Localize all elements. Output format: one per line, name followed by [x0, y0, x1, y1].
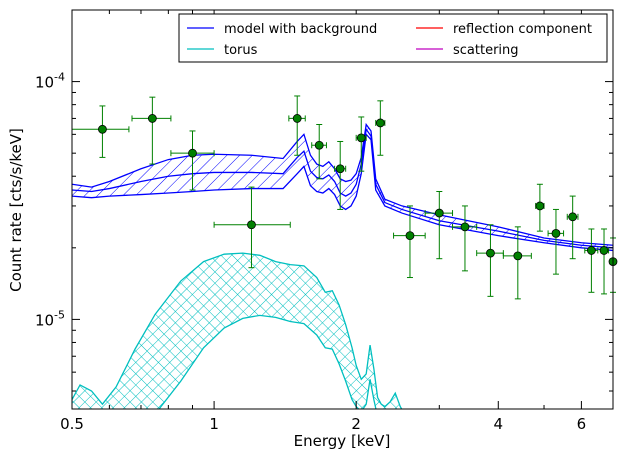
- data-point: [502, 226, 532, 300]
- data-point: [311, 124, 327, 180]
- data-marker: [147, 114, 157, 123]
- data-point: [424, 191, 454, 260]
- torus-hatched-band: [72, 253, 402, 409]
- model-lower-line: [72, 132, 613, 252]
- data-marker: [599, 246, 609, 255]
- data-marker: [314, 140, 324, 150]
- data-marker: [247, 220, 256, 230]
- data-point: [213, 186, 291, 269]
- data-marker: [551, 228, 561, 238]
- data-marker: [375, 118, 385, 128]
- data-marker: [460, 222, 470, 232]
- y-tick-label: 10-4: [35, 71, 65, 92]
- data-marker: [568, 212, 578, 222]
- y-tick-label: 10-5: [35, 308, 65, 329]
- legend-label: scattering: [453, 43, 519, 58]
- legend-box: [178, 13, 608, 63]
- tick-labels-group: 0.5 1 2 4 6 10-5 10-4: [35, 71, 586, 433]
- data-marker: [434, 208, 444, 218]
- plot-frame: [71, 9, 614, 410]
- data-marker: [405, 231, 415, 241]
- data-point: [375, 100, 386, 156]
- data-marker: [587, 246, 596, 255]
- data-point: [535, 183, 545, 232]
- data-point: [355, 116, 367, 172]
- torus-lower-line: [158, 314, 377, 409]
- data-point: [584, 228, 599, 293]
- torus-upper-line: [72, 252, 403, 409]
- data-point: [288, 95, 306, 156]
- legend-label: reflection component: [453, 22, 592, 37]
- legend-label: torus: [224, 43, 258, 58]
- legend-label: model with background: [224, 22, 377, 37]
- data-point: [131, 96, 172, 165]
- data-marker: [98, 124, 107, 134]
- data-marker: [188, 148, 197, 158]
- data-marker: [486, 248, 495, 258]
- data-point: [452, 205, 478, 272]
- x-tick-label: 0.5: [60, 415, 84, 433]
- data-marker: [535, 201, 545, 211]
- data-point: [393, 205, 426, 279]
- x-tick-label: 6: [577, 415, 587, 433]
- torus-band-group: [72, 252, 403, 409]
- data-point: [599, 228, 610, 295]
- x-axis-label: Energy [keV]: [294, 432, 391, 450]
- data-marker: [335, 164, 345, 174]
- x-tick-label: 2: [351, 415, 361, 433]
- data-point: [547, 208, 565, 275]
- data-points-group: [71, 95, 618, 300]
- data-point: [334, 140, 347, 210]
- x-tick-label: 4: [494, 415, 504, 433]
- data-marker: [292, 114, 302, 123]
- y-axis-label: Count rate [cts/s/keV]: [7, 128, 25, 292]
- model-hatched-band: [72, 124, 613, 251]
- legend: model with background reflection componen…: [178, 13, 608, 63]
- data-point: [566, 195, 579, 260]
- axis-ticks-group: [71, 10, 613, 409]
- x-tick-label: 1: [209, 415, 219, 433]
- data-marker: [513, 251, 523, 261]
- data-marker: [356, 133, 366, 143]
- data-point: [170, 130, 215, 191]
